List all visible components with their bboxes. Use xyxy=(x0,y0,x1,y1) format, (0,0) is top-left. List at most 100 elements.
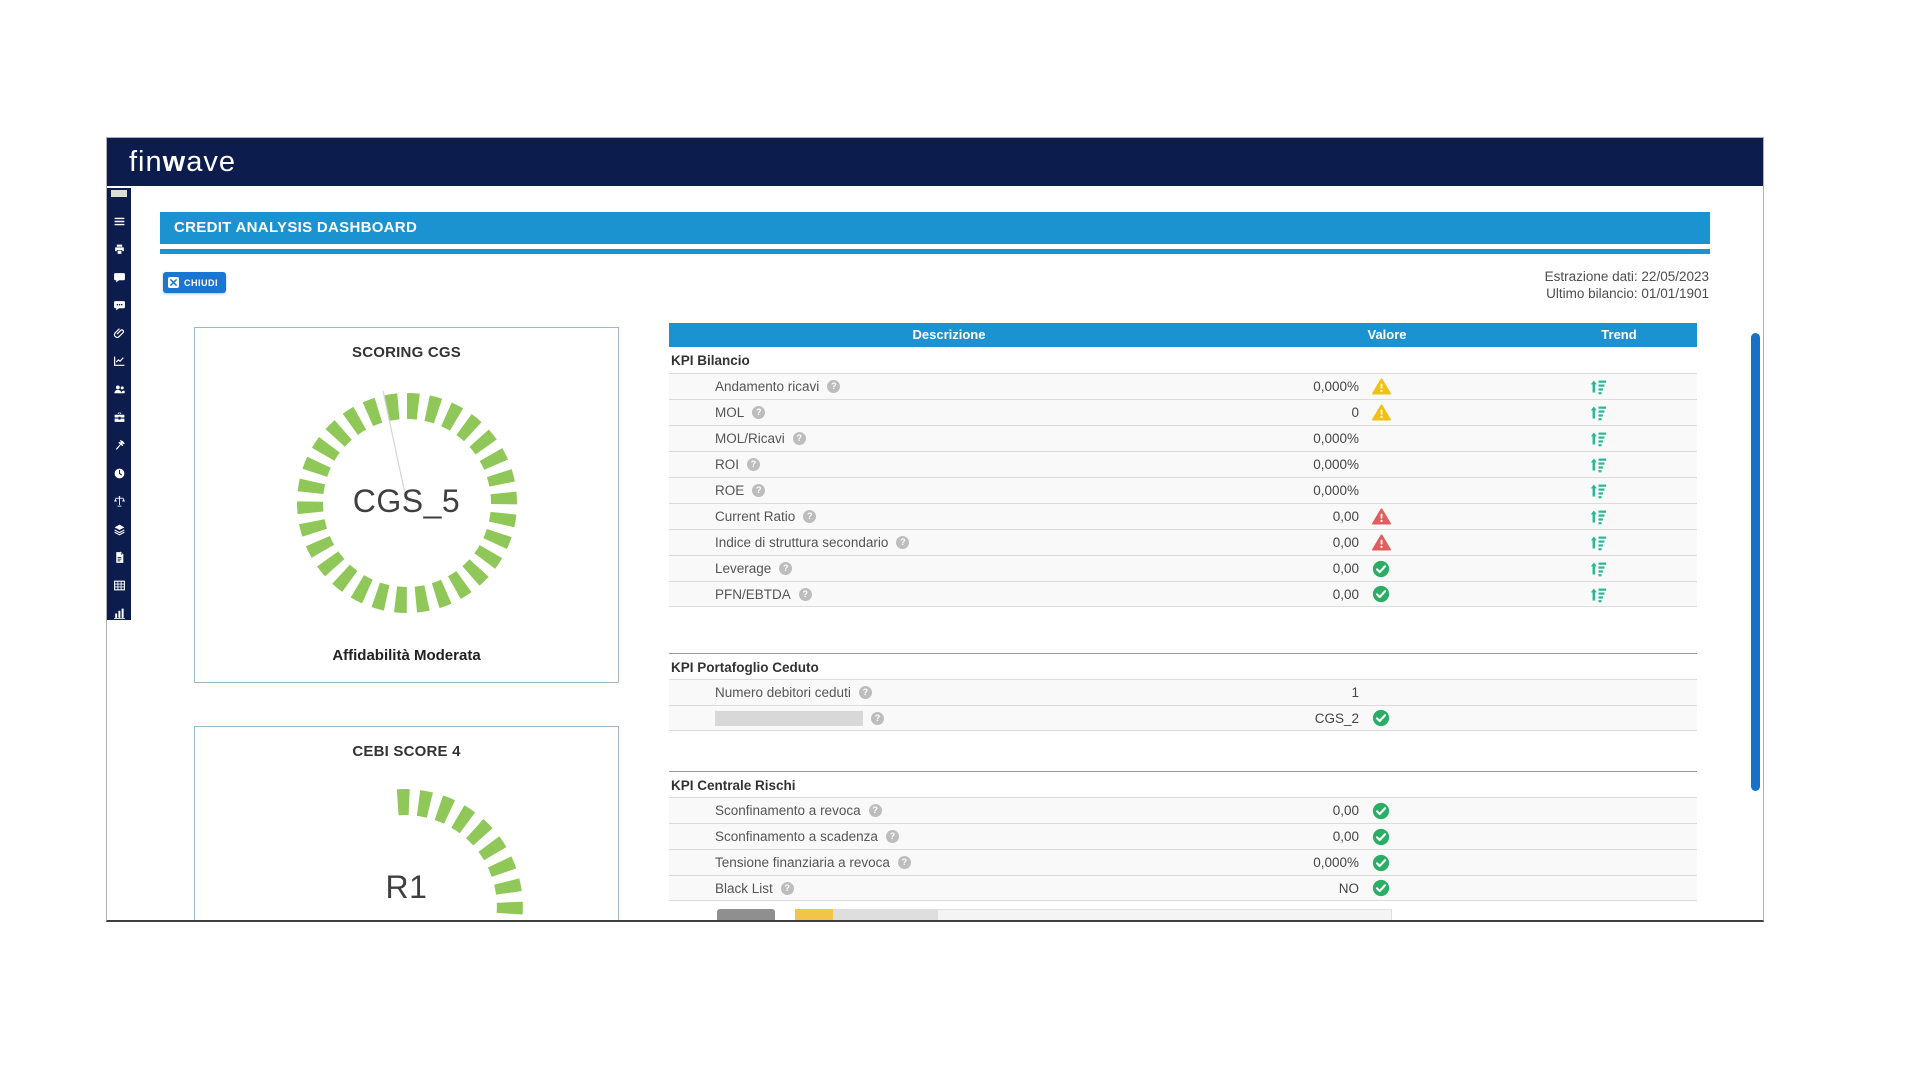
row-label: Sconfinamento a scadenza xyxy=(715,829,878,844)
section-title: KPI Centrale Rischi xyxy=(669,771,1697,797)
sidebar-item-bar-chart[interactable] xyxy=(107,599,131,627)
row-value: CGS_2 xyxy=(1314,710,1359,726)
warning-triangle-icon xyxy=(1372,378,1391,395)
kpi-section: KPI Centrale Rischi Sconfinamento a revoc… xyxy=(669,771,1697,901)
comment-icon xyxy=(113,271,126,284)
trend-icon[interactable] xyxy=(1590,534,1607,551)
printer-icon xyxy=(113,243,126,256)
sidebar-item-clock[interactable] xyxy=(107,459,131,487)
help-icon[interactable]: ? xyxy=(896,536,910,549)
help-icon[interactable]: ? xyxy=(780,881,794,895)
close-button[interactable]: CHIUDI xyxy=(163,272,226,293)
clipped-content-fragment xyxy=(717,909,775,920)
row-value: 0,000% xyxy=(1313,457,1359,472)
help-icon[interactable]: ? xyxy=(747,458,761,471)
trend-icon[interactable] xyxy=(1590,404,1607,421)
column-header-valore: Valore xyxy=(1367,327,1407,342)
error-triangle-icon xyxy=(1372,534,1391,551)
check-circle-icon xyxy=(1372,560,1390,578)
row-value: 0,00 xyxy=(1332,586,1359,602)
trend-icon[interactable] xyxy=(1590,586,1607,603)
table-row: Black List? NO xyxy=(669,875,1697,901)
menu-icon xyxy=(113,215,126,228)
check-circle-icon xyxy=(1372,585,1390,603)
help-icon[interactable]: ? xyxy=(779,562,793,575)
finwave-logo: finwave xyxy=(129,146,236,179)
error-triangle-icon xyxy=(1372,508,1391,525)
kpi-table-body: KPI Bilancio Andamento ricavi? 0,000% MOL? 0… xyxy=(669,347,1697,901)
sidebar-item-scales[interactable] xyxy=(107,487,131,515)
row-value: 0,00 xyxy=(1332,561,1359,576)
cebi-score-value: R1 xyxy=(385,869,428,905)
table-row: Indice di struttura secondario? 0,00 xyxy=(669,529,1697,555)
layers-icon xyxy=(113,523,126,536)
sidebar-item-document[interactable] xyxy=(107,543,131,571)
help-icon[interactable]: ? xyxy=(885,830,899,843)
last-balance-date: Ultimo bilancio: 01/01/1901 xyxy=(1546,286,1709,301)
table-header: Descrizione Valore Trend xyxy=(669,323,1697,347)
help-icon[interactable]: ? xyxy=(897,856,911,869)
dates-block: Estrazione dati: 22/05/2023 Ultimo bilan… xyxy=(1545,268,1709,302)
sidebar-item-gavel[interactable] xyxy=(107,431,131,459)
sidebar-item-printer[interactable] xyxy=(107,235,131,263)
row-value: 0,000% xyxy=(1313,483,1359,498)
trend-icon[interactable] xyxy=(1590,508,1607,525)
help-icon[interactable]: ? xyxy=(868,804,882,817)
scales-icon xyxy=(113,495,126,508)
row-value: 0,000% xyxy=(1313,431,1359,446)
gauge-needle xyxy=(382,390,408,504)
column-header-descrizione: Descrizione xyxy=(912,327,986,342)
table-row: MOL? 0 xyxy=(669,399,1697,425)
sidebar-item-comment[interactable] xyxy=(107,263,131,291)
table-row: ROI? 0,000% xyxy=(669,451,1697,477)
help-icon[interactable]: ? xyxy=(752,484,766,497)
sidebar-scroll-tab[interactable] xyxy=(111,190,127,197)
page-title: CREDIT ANALYSIS DASHBOARD xyxy=(160,212,1710,244)
help-icon[interactable]: ? xyxy=(752,406,766,419)
help-icon[interactable]: ? xyxy=(827,380,841,393)
trend-icon[interactable] xyxy=(1590,560,1607,577)
logo-text-fin: fin xyxy=(129,146,163,178)
help-icon[interactable]: ? xyxy=(871,711,884,725)
trend-icon[interactable] xyxy=(1590,482,1607,499)
table-row: Sconfinamento a scadenza? 0,00 xyxy=(669,823,1697,849)
sidebar-item-users[interactable] xyxy=(107,375,131,403)
table-row: Leverage? 0,00 xyxy=(669,555,1697,581)
row-label: Black List xyxy=(715,880,773,896)
sidebar-item-table[interactable] xyxy=(107,571,131,599)
document-icon xyxy=(113,550,126,564)
logo-text-w: w xyxy=(162,146,187,178)
trend-icon[interactable] xyxy=(1590,456,1607,473)
help-icon[interactable]: ? xyxy=(792,432,806,445)
cgs-score-value: CGS_5 xyxy=(352,483,461,519)
sidebar-item-briefcase[interactable] xyxy=(107,403,131,431)
sidebar-item-paperclip[interactable] xyxy=(107,319,131,347)
row-label: MOL/Ricavi xyxy=(715,431,785,446)
table-row: ROE? 0,000% xyxy=(669,477,1697,503)
table-row: ? CGS_2 xyxy=(669,705,1697,731)
trend-icon[interactable] xyxy=(1590,430,1607,447)
help-icon[interactable]: ? xyxy=(803,510,817,523)
table-row: MOL/Ricavi? 0,000% xyxy=(669,425,1697,451)
help-icon[interactable]: ? xyxy=(858,686,872,699)
users-icon xyxy=(113,383,126,396)
card-title: SCORING CGS xyxy=(352,344,461,361)
sidebar-item-chart-line[interactable] xyxy=(107,347,131,375)
sidebar-item-menu[interactable] xyxy=(107,207,131,235)
section-title: KPI Portafoglio Ceduto xyxy=(669,653,1697,679)
extraction-date: Estrazione dati: 22/05/2023 xyxy=(1544,269,1709,284)
cgs-gauge xyxy=(287,383,527,628)
close-icon xyxy=(168,277,179,288)
sidebar-item-chat-dots[interactable] xyxy=(107,291,131,319)
close-button-label: CHIUDI xyxy=(184,277,218,288)
row-value: 0,00 xyxy=(1332,535,1359,550)
row-value: 0,00 xyxy=(1332,509,1359,524)
sidebar-item-layers[interactable] xyxy=(107,515,131,543)
kpi-section: KPI Portafoglio Ceduto Numero debitori ce… xyxy=(669,653,1697,731)
help-icon[interactable]: ? xyxy=(798,587,812,601)
redacted-label xyxy=(715,710,863,726)
paperclip-icon xyxy=(113,327,126,340)
trend-icon[interactable] xyxy=(1590,378,1607,395)
cebi-score-card: CEBI SCORE 4 R1 xyxy=(194,726,619,920)
scrollbar-thumb[interactable] xyxy=(1751,333,1760,791)
